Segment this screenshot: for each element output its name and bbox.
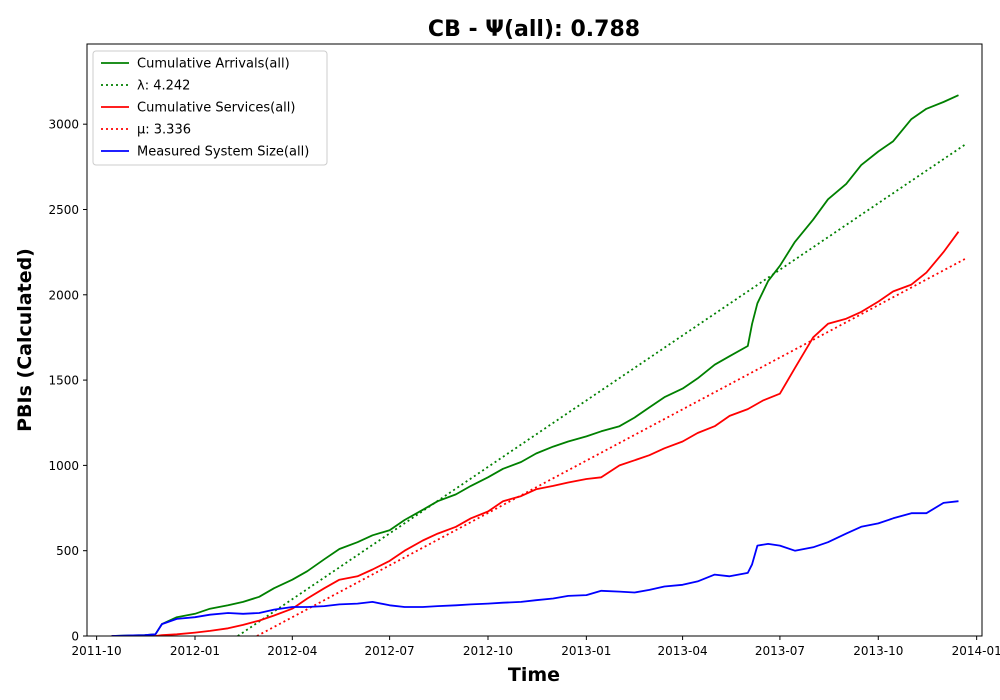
y-tick-label: 2500 <box>48 203 79 217</box>
legend-box <box>92 50 328 166</box>
x-tick-label: 2014-01 <box>952 644 1000 658</box>
series-layer <box>111 94 966 636</box>
legend-label: λ: 4.242 <box>137 79 190 94</box>
series-line-2 <box>111 231 960 636</box>
x-tick-label: 2013-10 <box>853 644 903 658</box>
series-line-4 <box>111 500 959 636</box>
y-tick-label: 500 <box>56 544 79 558</box>
x-tick-label: 2013-07 <box>755 644 805 658</box>
series-line-1 <box>237 143 966 636</box>
x-axis-label: Time <box>508 664 560 686</box>
y-tick-label: 0 <box>71 630 79 644</box>
y-tick-label: 2000 <box>48 288 79 302</box>
legend-label: Measured System Size(all) <box>137 145 309 160</box>
x-tick-label: 2012-07 <box>365 644 415 658</box>
x-tick-label: 2013-01 <box>561 644 611 658</box>
x-tick-label: 2011-10 <box>72 644 122 658</box>
legend-label: μ: 3.336 <box>137 123 191 138</box>
y-axis: 0 500 1000 1500 2000 2500 3000 <box>48 118 87 644</box>
plot-area <box>86 43 983 637</box>
legend: Cumulative Arrivals(all) λ: 4.242 Cumulati… <box>92 50 328 166</box>
y-tick-label: 1500 <box>48 374 79 388</box>
legend-label: Cumulative Arrivals(all) <box>137 57 290 72</box>
y-axis-label: PBIs (Calculated) <box>14 248 36 432</box>
series-line-0 <box>111 94 959 636</box>
y-tick-label: 1000 <box>48 459 79 473</box>
x-axis: 2011-10 2012-01 2012-04 2012-07 2012-10 2013-… <box>72 636 1000 658</box>
legend-label: Cumulative Services(all) <box>137 101 295 116</box>
x-tick-label: 2012-04 <box>267 644 317 658</box>
series-line-3 <box>256 258 966 636</box>
x-tick-label: 2013-04 <box>658 644 708 658</box>
y-tick-label: 3000 <box>48 118 79 132</box>
x-tick-label: 2012-10 <box>463 644 513 658</box>
chart-title: CB - Ψ(all): 0.788 <box>428 17 640 42</box>
x-tick-label: 2012-01 <box>170 644 220 658</box>
